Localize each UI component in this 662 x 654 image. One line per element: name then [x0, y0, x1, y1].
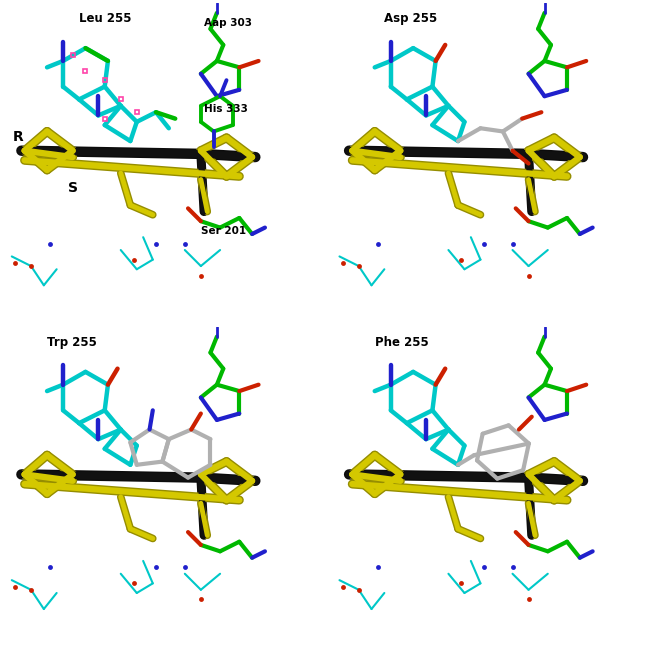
Text: Trp 255: Trp 255 [47, 336, 97, 349]
Text: Phe 255: Phe 255 [375, 336, 428, 349]
Text: Aap 303: Aap 303 [204, 18, 252, 27]
Text: Ser 201: Ser 201 [201, 226, 246, 236]
Text: S: S [68, 181, 77, 196]
Text: R: R [13, 130, 24, 144]
Text: Asp 255: Asp 255 [385, 12, 438, 26]
Text: His 333: His 333 [204, 104, 248, 114]
Text: Leu 255: Leu 255 [79, 12, 132, 26]
